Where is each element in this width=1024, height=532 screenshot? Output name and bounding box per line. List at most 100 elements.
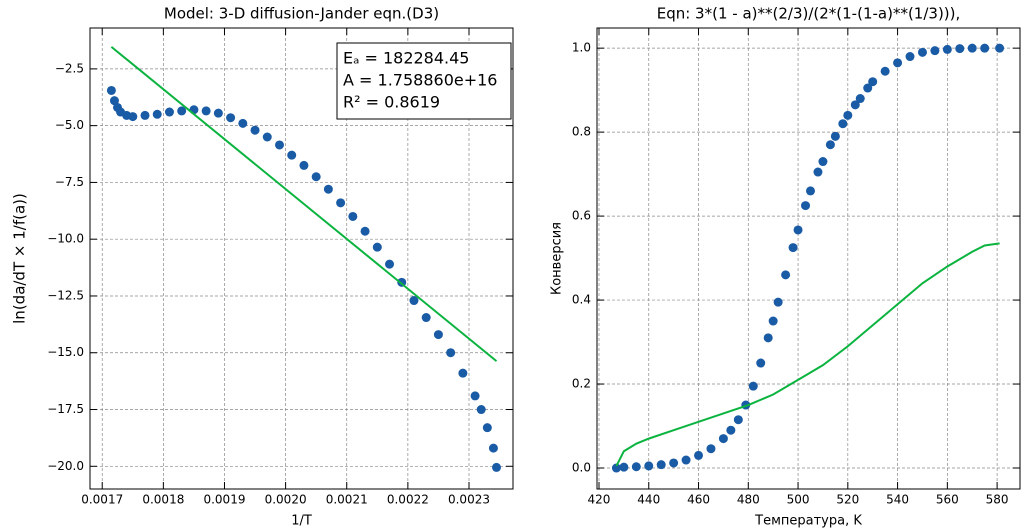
- data-point: [855, 94, 865, 104]
- x-tick-label: 0.0019: [203, 493, 245, 507]
- data-point: [488, 443, 498, 453]
- data-point: [274, 140, 284, 150]
- data-point: [805, 186, 815, 196]
- x-tick-label: 0.0023: [448, 493, 490, 507]
- data-point: [250, 125, 260, 135]
- data-point: [213, 108, 223, 118]
- y-axis-label: Конверсия: [550, 222, 565, 295]
- x-tick-label: 580: [986, 493, 1009, 507]
- x-tick-label: 500: [787, 493, 810, 507]
- data-point: [813, 167, 823, 177]
- data-point: [421, 313, 431, 323]
- data-point: [109, 96, 119, 106]
- data-point: [955, 44, 965, 54]
- data-point: [905, 52, 915, 62]
- y-tick-label: 0.6: [572, 209, 591, 223]
- data-point: [756, 358, 766, 368]
- data-point: [336, 198, 346, 208]
- data-point: [262, 132, 272, 142]
- data-point: [644, 461, 654, 471]
- x-tick-label: 540: [886, 493, 909, 507]
- x-axis-label: Температура, K: [754, 514, 862, 529]
- x-tick-label: 0.0018: [142, 493, 184, 507]
- data-point: [238, 118, 248, 128]
- data-point: [446, 348, 456, 358]
- data-point: [128, 112, 138, 122]
- plot-frame: [596, 27, 1021, 490]
- x-tick-label: 480: [737, 493, 760, 507]
- x-tick-label: 0.0020: [265, 493, 307, 507]
- x-tick-label: 460: [687, 493, 710, 507]
- data-point: [360, 226, 370, 236]
- data-point: [995, 43, 1005, 53]
- fit-line: [110, 46, 498, 362]
- panel: 0.0017 0.0018 0.0019 0.0020 0.0021 0.0022 0.00…: [11, 5, 514, 529]
- data-point: [850, 100, 860, 110]
- y-tick-label: 0.4: [572, 293, 591, 307]
- panel: 420 440 460 480 500 520 540 560 580 0.0 0.2 0.4 0.6 0…: [550, 5, 1021, 529]
- y-tick-label: −7.5: [55, 175, 84, 189]
- y-tick-label: 0.2: [572, 377, 591, 391]
- data-point: [164, 107, 174, 117]
- x-axis-label: 1/T: [291, 514, 312, 529]
- x-tick-label: 0.0022: [387, 493, 429, 507]
- data-point: [781, 270, 791, 280]
- x-tick-label: 440: [637, 493, 660, 507]
- data-point: [201, 106, 211, 116]
- data-point: [980, 43, 990, 53]
- annotation: Eₐ = 182284.45: [343, 49, 469, 68]
- y-tick-label: −10.0: [47, 232, 84, 246]
- data-point: [930, 46, 940, 56]
- data-point: [763, 333, 773, 343]
- data-point: [726, 425, 736, 435]
- y-tick-label: −15.0: [47, 345, 84, 359]
- data-point: [942, 44, 952, 54]
- data-point: [177, 106, 187, 116]
- data-point: [372, 242, 382, 252]
- data-point: [299, 160, 309, 170]
- data-point: [838, 119, 848, 129]
- x-tick-label: 0.0017: [81, 493, 123, 507]
- data-point: [868, 77, 878, 87]
- data-point: [788, 243, 798, 253]
- data-point: [825, 140, 835, 150]
- data-point: [287, 150, 297, 160]
- data-point: [385, 259, 395, 269]
- y-tick-label: −20.0: [47, 459, 84, 473]
- data-point: [681, 455, 691, 465]
- y-tick-label: −2.5: [55, 61, 84, 75]
- y-tick-label: 1.0: [572, 41, 591, 55]
- data-point: [476, 405, 486, 415]
- data-point: [733, 415, 743, 425]
- data-point: [893, 58, 903, 68]
- data-point: [768, 316, 778, 326]
- y-tick-label: 0.8: [572, 125, 591, 139]
- data-point: [863, 83, 873, 93]
- data-point: [694, 450, 704, 460]
- data-point: [226, 113, 236, 123]
- x-tick-label: 0.0021: [326, 493, 368, 507]
- y-tick-label: −12.5: [47, 288, 84, 302]
- data-point: [656, 460, 666, 470]
- data-point: [880, 66, 890, 76]
- data-point: [611, 463, 621, 473]
- data-point: [311, 172, 321, 182]
- y-tick-label: −5.0: [55, 118, 84, 132]
- x-tick-label: 420: [588, 493, 611, 507]
- data-point: [773, 297, 783, 307]
- data-point: [152, 109, 162, 119]
- x-tick-label: 560: [936, 493, 959, 507]
- annotation-box: [336, 42, 512, 120]
- data-point: [323, 184, 333, 194]
- chart-title: Model: 3-D diffusion-Jander eqn.(D3): [164, 5, 439, 23]
- data-point: [830, 131, 840, 141]
- data-point: [818, 157, 828, 167]
- data-point: [917, 47, 927, 57]
- data-point: [967, 43, 977, 53]
- x-tick-label: 520: [836, 493, 859, 507]
- data-point: [843, 110, 853, 120]
- y-axis-label: ln(da/dT × 1/f(a)): [11, 193, 29, 324]
- data-point: [140, 110, 150, 120]
- annotation: A = 1.758860e+16: [343, 71, 497, 90]
